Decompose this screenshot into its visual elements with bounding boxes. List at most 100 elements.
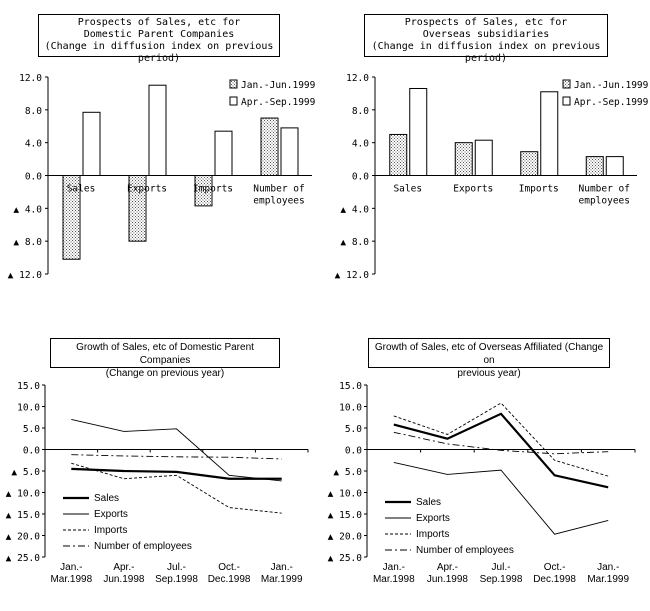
bar-1 [128, 175, 147, 242]
chart1-title-line1: Prospects of Sales, etc for [77, 17, 241, 28]
chart2-title: Prospects of Sales, etc for Overseas sub… [364, 14, 608, 64]
category-label: Jun.1998 [103, 574, 145, 585]
chart3-title-line2: (Change on previous year) [105, 368, 225, 379]
category-label: Oct.- [218, 562, 240, 573]
category-label: Number of [579, 184, 630, 195]
chart3-title: Growth of Sales, etc of Domestic Parent … [50, 338, 280, 379]
bar-2 [540, 91, 559, 176]
y-tick-label: 4.0 [352, 139, 369, 150]
y-tick-label: ▲ 25.0 [328, 553, 363, 564]
legend-swatch [229, 96, 238, 106]
legend-label: Apr.-Sep.1999 [574, 97, 649, 108]
bar-2 [82, 111, 101, 176]
category-label: Jan.- [383, 562, 405, 573]
legend-swatch [562, 96, 571, 106]
bar-1 [194, 175, 213, 207]
bar-2 [605, 156, 624, 176]
series-line-imports [393, 402, 609, 477]
y-tick-label: 5.0 [23, 424, 40, 435]
category-label: Jan.- [597, 562, 619, 573]
bar-1 [454, 142, 473, 176]
y-tick-label: 12.0 [346, 73, 369, 84]
y-tick-label: ▲ 8.0 [13, 237, 42, 248]
category-label: Oct.- [544, 562, 566, 573]
y-tick-label: ▲ 15.0 [6, 510, 41, 521]
chart1-title-line3: (Change in diffusion index on previous p… [44, 41, 274, 64]
y-tick-label: ▲ 5.0 [333, 467, 362, 478]
bar-1 [62, 175, 81, 260]
y-tick-label: ▲ 12.0 [8, 270, 43, 281]
series-line-sales [393, 412, 609, 489]
chart2-title-line3: (Change in diffusion index on previous p… [371, 41, 601, 64]
legend-label: Imports [416, 529, 449, 540]
bar-1 [389, 133, 408, 177]
category-label: Mar.1998 [373, 574, 415, 585]
chart3-title-line1: Growth of Sales, etc of Domestic Parent … [76, 342, 254, 366]
category-label: Exports [127, 184, 167, 195]
category-label: Jul.- [167, 562, 186, 573]
category-label: Jun.1998 [427, 574, 469, 585]
y-tick-label: 4.0 [25, 139, 42, 150]
legend-swatch [562, 79, 571, 89]
y-tick-label: ▲ 25.0 [6, 553, 41, 564]
y-tick-label: ▲ 4.0 [340, 204, 369, 215]
chart2-title-line1: Prospects of Sales, etc for [404, 17, 568, 28]
chart1-title: Prospects of Sales, etc for Domestic Par… [38, 14, 280, 64]
category-label: Jul.- [492, 562, 511, 573]
legend-label: Exports [94, 509, 128, 520]
bar-1 [260, 117, 279, 176]
category-label: employees [579, 196, 630, 207]
y-tick-label: 5.0 [345, 424, 362, 435]
series-line-number-of-employees [393, 431, 609, 455]
category-label: Imports [193, 184, 233, 195]
category-label: Apr.- [437, 562, 458, 573]
category-label: Apr.- [113, 562, 134, 573]
legend-label: Apr.-Sep.1999 [241, 97, 316, 108]
category-label: Mar.1999 [261, 574, 303, 585]
y-tick-label: 8.0 [25, 106, 42, 117]
legend-label: Imports [94, 525, 127, 536]
legend-label: Jan.-Jun.1999 [241, 80, 316, 91]
category-label: Sales [67, 184, 96, 195]
legend-label: Number of employees [94, 541, 192, 552]
bar-2 [409, 87, 428, 176]
y-tick-label: ▲ 20.0 [328, 532, 363, 543]
category-label: Number of [253, 184, 304, 195]
legend-label: Sales [94, 493, 119, 504]
y-tick-label: ▲ 8.0 [340, 237, 369, 248]
chart4-title-line1: Growth of Sales, etc of Overseas Affilia… [374, 342, 604, 366]
y-tick-label: 0.0 [23, 446, 40, 457]
series-line-sales [71, 467, 282, 480]
bar-2 [280, 127, 299, 177]
series-line-number-of-employees [71, 454, 282, 460]
category-label: Imports [519, 184, 559, 195]
category-label: Dec.1998 [533, 574, 576, 585]
chart4-title: Growth of Sales, etc of Overseas Affilia… [368, 338, 610, 379]
category-label: Mar.1998 [50, 574, 92, 585]
bar-2 [148, 84, 167, 176]
y-tick-label: ▲ 20.0 [6, 532, 41, 543]
y-tick-label: ▲ 5.0 [11, 467, 40, 478]
series-line-exports [393, 461, 609, 535]
legend-label: Number of employees [416, 545, 514, 556]
series-line-exports [71, 418, 282, 482]
legend-label: Sales [416, 497, 441, 508]
y-tick-label: ▲ 10.0 [328, 489, 363, 500]
chart1-svg: 12.0 8.0 4.0 0.0 ▲ 4.0 ▲ 8.0 ▲ 12.0 Sales Export… [8, 73, 316, 281]
y-tick-label: 10.0 [339, 403, 362, 414]
category-label: Exports [453, 184, 493, 195]
chart4-title-line2: previous year) [457, 368, 521, 379]
category-label: Sep.1998 [155, 574, 198, 585]
category-label: Sep.1998 [480, 574, 523, 585]
y-tick-label: 10.0 [17, 403, 40, 414]
y-tick-label: 0.0 [25, 172, 42, 183]
y-tick-label: ▲ 12.0 [335, 270, 370, 281]
chart4-svg: 15.0 10.0 5.0 0.0 ▲ 5.0 ▲ 10.0 ▲ 15.0 ▲ 20.0 ▲ 2… [328, 381, 636, 585]
category-label: Sales [393, 184, 422, 195]
bar-1 [520, 151, 539, 176]
y-tick-label: 12.0 [19, 73, 42, 84]
bar-2 [214, 130, 233, 177]
y-tick-label: ▲ 15.0 [328, 510, 363, 521]
bar-1 [585, 156, 604, 176]
y-tick-label: ▲ 10.0 [6, 489, 41, 500]
